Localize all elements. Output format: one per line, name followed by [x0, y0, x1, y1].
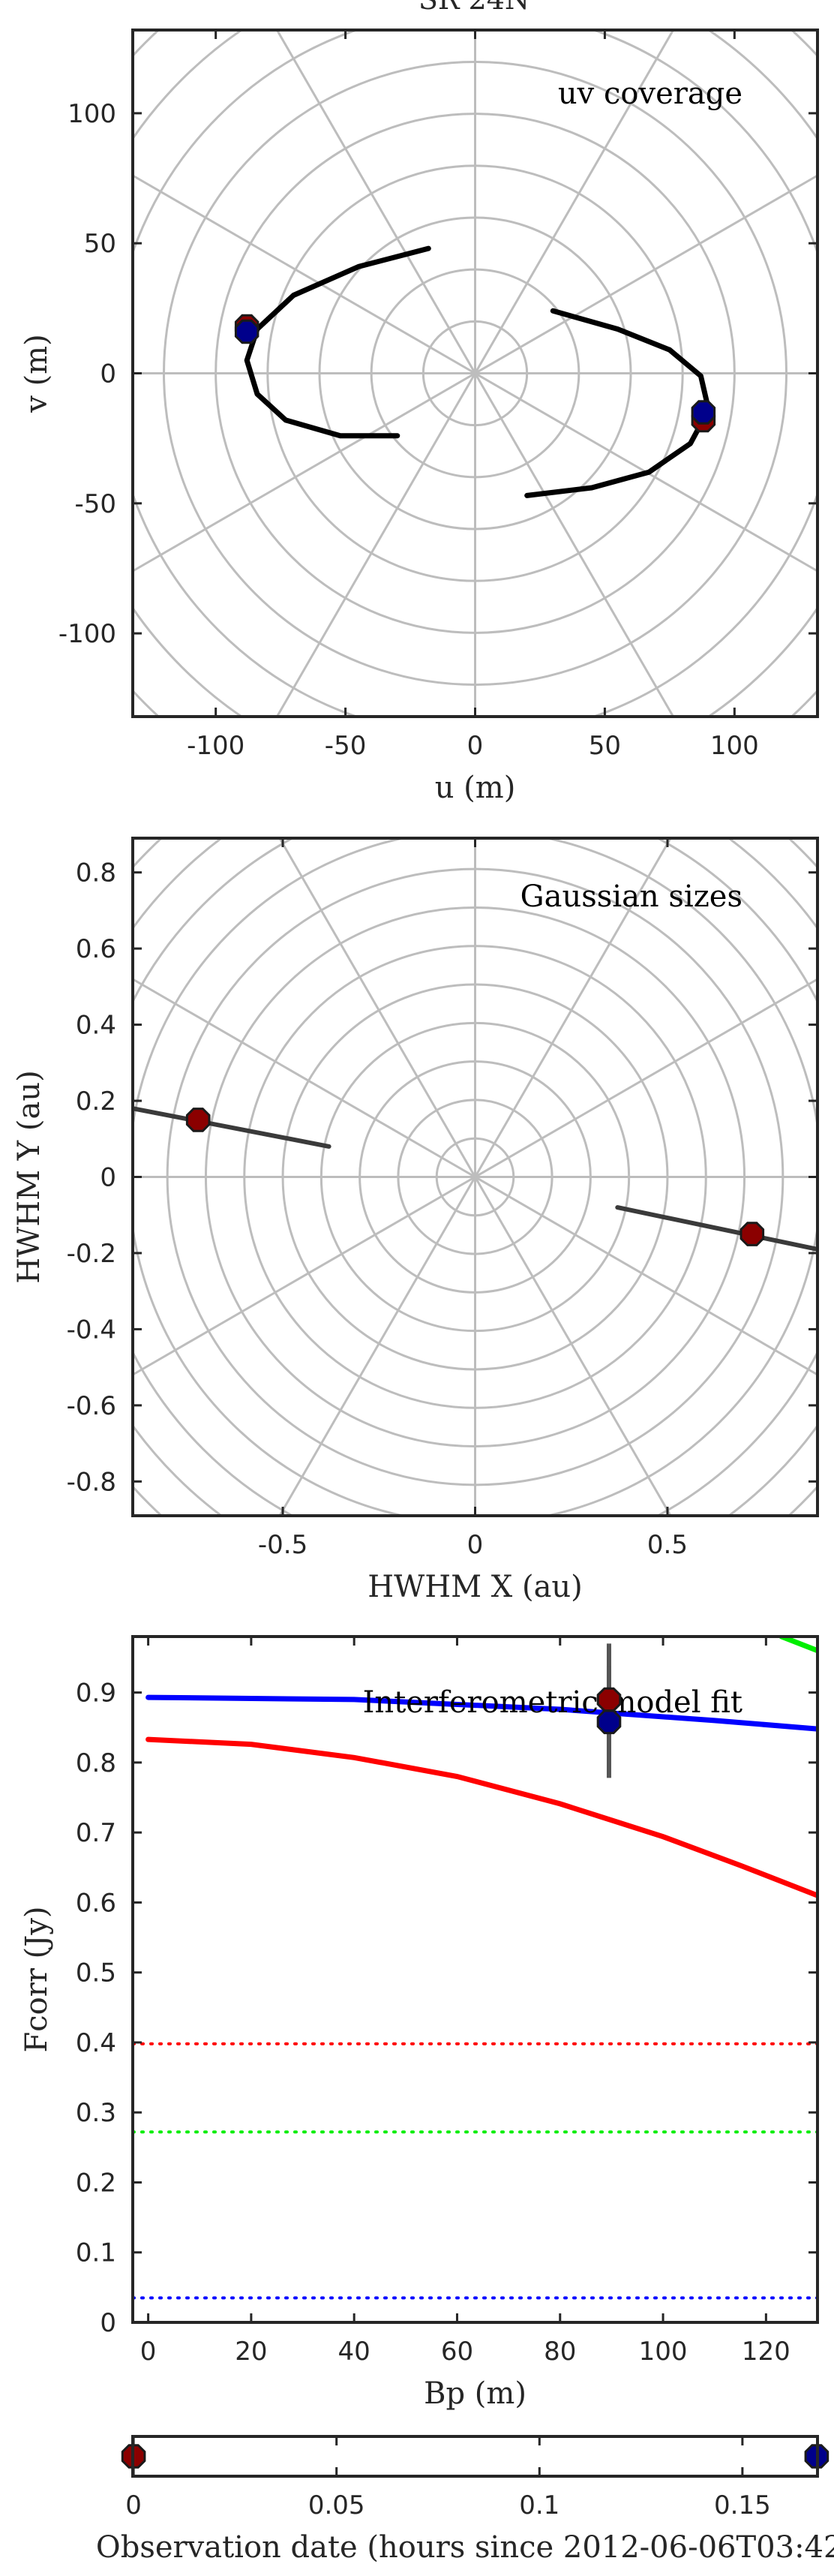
- x-tick-label: 40: [338, 2337, 370, 2367]
- y-tick-label: -0.4: [67, 1315, 116, 1345]
- x-tick-label: 80: [544, 2337, 576, 2367]
- data-point-0: [596, 1687, 622, 1712]
- y-tick-label: 0.9: [76, 1679, 116, 1709]
- y-tick-label: 0.1: [76, 2238, 116, 2268]
- x-tick-label: 0: [125, 2490, 142, 2520]
- y-tick-label: 100: [68, 99, 116, 129]
- chart-panel-dates: 0 0.05 0.1 0.15 Observation date (hours sinc…: [96, 2435, 834, 2565]
- series-line-2: [778, 1637, 818, 1654]
- x-tick-label: 60: [441, 2337, 473, 2367]
- y-tick-label: -50: [74, 489, 116, 519]
- y-axis-label: v (m): [20, 334, 54, 413]
- y-tick-label: 0.6: [76, 1888, 116, 1918]
- y-tick-label: 0.2: [76, 1087, 116, 1117]
- y-tick-label: -0.2: [67, 1239, 116, 1269]
- x-axis-label: HWHM X (au): [368, 1570, 583, 1604]
- x-tick-label: 0.15: [714, 2490, 771, 2520]
- grid-spoke: [278, 838, 672, 1516]
- x-tick-label: 50: [589, 731, 621, 761]
- y-tick-label: 0.4: [76, 1011, 116, 1041]
- series-line-1: [146, 1736, 818, 1898]
- series-line-0: [146, 1694, 818, 1732]
- grid-spoke: [278, 838, 672, 1516]
- track-0: [244, 245, 431, 439]
- x-axis-label: u (m): [435, 771, 516, 805]
- plot-area-fit: [133, 1637, 818, 2300]
- y-tick-label: 0.8: [76, 1748, 116, 1778]
- x-tick-label: -50: [325, 731, 367, 761]
- x-tick-label: 0.05: [308, 2490, 365, 2520]
- axes-frame: [131, 2435, 819, 2478]
- x-tick-label: -0.5: [258, 1530, 308, 1560]
- y-tick-label: 0.6: [76, 934, 116, 964]
- panel-annotation: Interferometric model fit: [363, 1685, 742, 1720]
- axes-frame: [131, 1635, 819, 2324]
- x-axis-label: Observation date (hours since 2012-06-06…: [96, 2530, 834, 2565]
- y-tick-label: -0.8: [67, 1467, 116, 1497]
- y-tick-label: 0: [100, 1163, 116, 1193]
- y-tick-label: -100: [58, 619, 116, 649]
- panel-annotation: Gaussian sizes: [520, 879, 742, 914]
- data-point-0: [185, 1108, 211, 1132]
- x-tick-label: 0: [467, 1530, 484, 1560]
- y-tick-label: 0: [100, 359, 116, 389]
- grid-ring: [133, 30, 818, 717]
- data-point-1: [740, 1222, 765, 1246]
- plot-area-uv: [133, 30, 818, 717]
- x-tick-label: 0.1: [519, 2490, 560, 2520]
- y-tick-label: 50: [84, 229, 116, 259]
- x-axis-label: Bp (m): [424, 2376, 526, 2411]
- data-point-1: [596, 1709, 622, 1735]
- data-point-1: [234, 319, 260, 344]
- y-tick-label: 0.8: [76, 858, 116, 888]
- x-tick-label: 0: [467, 731, 484, 761]
- track-0: [133, 1106, 332, 1149]
- y-tick-label: 0: [100, 2308, 116, 2338]
- x-tick-label: 0.5: [647, 1530, 688, 1560]
- panel-annotation: uv coverage: [558, 77, 742, 111]
- y-tick-label: 0.5: [76, 1958, 116, 1988]
- y-axis-label: HWHM Y (au): [12, 1070, 46, 1284]
- x-tick-label: 120: [742, 2337, 790, 2367]
- y-tick-label: -0.6: [67, 1391, 116, 1421]
- chart-panel-fit: Interferometric model fit 0 20 40 60 80 100 120…: [20, 1635, 819, 2411]
- y-tick-label: 0.3: [76, 2098, 116, 2128]
- figure-title: SR 24N: [418, 0, 530, 16]
- y-axis-label: Fcorr (Jy): [20, 1906, 54, 2052]
- track-1: [615, 1205, 818, 1252]
- x-tick-label: 100: [710, 731, 759, 761]
- x-tick-label: 20: [235, 2337, 267, 2367]
- x-tick-label: -100: [187, 731, 244, 761]
- x-tick-label: 0: [140, 2337, 157, 2367]
- y-tick-label: 0.7: [76, 1818, 116, 1848]
- x-tick-label: 100: [639, 2337, 688, 2367]
- grid-spoke: [133, 978, 818, 1376]
- chart-panel-uv: uv coverage -100 -50 0 50 100 -100 -50 0 50 100 u (…: [20, 29, 819, 805]
- grid-spoke: [133, 174, 818, 573]
- y-tick-label: 0.2: [76, 2168, 116, 2198]
- data-point-3: [691, 400, 716, 425]
- y-tick-label: 0.4: [76, 2028, 116, 2058]
